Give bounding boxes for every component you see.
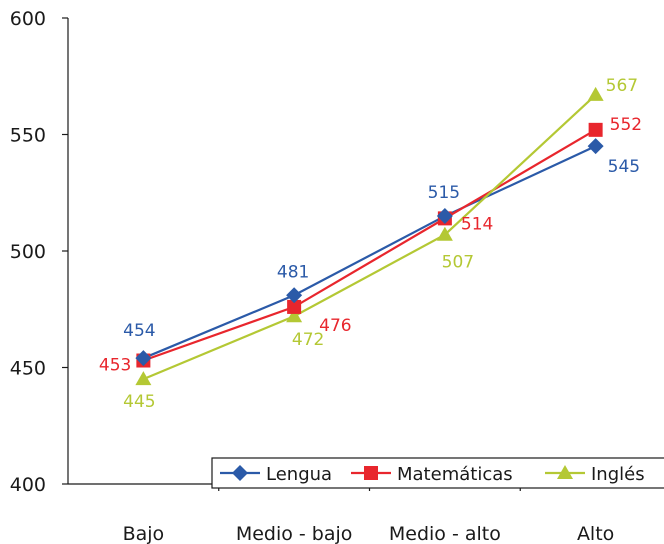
legend-label: Matemáticas [397,464,513,485]
x-category-label: Medio - alto [389,523,501,544]
y-tick-label: 450 [10,358,46,380]
data-point [286,308,303,323]
data-point [587,138,604,155]
data-point [287,299,302,314]
data-label: 507 [442,253,474,273]
data-label: 454 [123,321,155,341]
data-point [135,371,152,386]
data-labels: 454 481 515 545 453 476 514 552 445 472 507 567 [99,76,642,412]
data-point [587,86,604,101]
legend-box [211,457,664,489]
legend-marker [232,465,248,481]
legend-marker [364,466,378,480]
data-label: 515 [428,183,460,203]
legend-label: Lengua [266,464,332,485]
data-label: 481 [277,262,309,282]
data-label: 476 [319,316,351,336]
y-tick-label: 600 [10,8,46,30]
series-line-matemáticas [143,128,597,362]
legend-label: Inglés [591,464,645,485]
y-tick-label: 500 [10,241,46,263]
x-category-label: Medio - bajo [236,523,353,544]
data-point [588,122,603,137]
series-line-inglés [142,94,597,381]
data-point [135,350,152,367]
y-tick-label: 550 [10,125,46,147]
data-point [436,208,453,225]
axes [62,17,664,491]
data-label: 567 [606,76,638,96]
data-point [436,226,453,241]
data-point [286,287,303,304]
data-label: 445 [123,392,155,412]
x-category-labels: Bajo Medio - bajo Medio - alto Alto [123,523,615,544]
series-line-lengua [142,145,597,360]
legend: Lengua Matemáticas Inglés [211,457,664,489]
data-label: 472 [292,330,324,350]
series-markers [135,86,604,386]
legend-marker [557,465,573,479]
x-category-label: Alto [577,523,614,544]
x-category-label: Bajo [123,523,165,544]
data-label: 453 [99,356,131,376]
y-tick-label: 400 [10,474,46,496]
data-label: 514 [461,214,493,234]
data-label: 545 [608,157,640,177]
y-tick-labels: 400 450 500 550 600 [10,8,46,496]
series-lines [142,94,597,381]
data-label: 552 [610,115,642,135]
